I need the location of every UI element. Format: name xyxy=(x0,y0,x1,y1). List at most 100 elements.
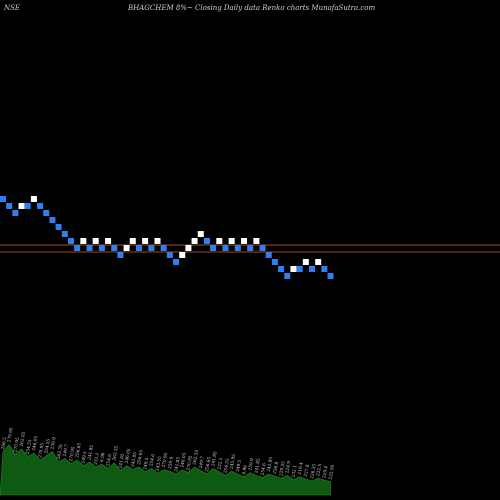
volume-label: 246.05 xyxy=(125,448,133,464)
renko-brick-down xyxy=(6,203,13,209)
volume-label: 256.65 xyxy=(137,449,145,465)
renko-brick-up xyxy=(253,238,260,244)
volume-label: 254.6 xyxy=(261,463,268,476)
volume-label: 246.05 xyxy=(32,435,40,451)
renko-brick-up xyxy=(216,238,223,244)
volume-label: 243.55 xyxy=(156,456,164,472)
volume-label: 219.4 xyxy=(322,465,329,478)
volume-label: 279.95 xyxy=(7,427,15,443)
renko-brick-down xyxy=(278,266,285,272)
volume-label: 241.85 xyxy=(254,458,262,474)
volume-area xyxy=(0,444,331,496)
volume-label: 270.95 xyxy=(162,452,170,468)
volume-label: 254.6 xyxy=(106,454,113,467)
volume-labels: 266.5279.95270.95262.05254.55246.05270.9… xyxy=(1,427,336,480)
renko-brick-down xyxy=(222,245,229,251)
renko-brick-up xyxy=(290,266,297,272)
exchange-label: NSE xyxy=(3,4,20,12)
renko-brick-up xyxy=(105,238,112,244)
volume-label: 241.85 xyxy=(174,456,182,472)
renko-brick-down xyxy=(0,196,6,202)
volume-label: 259.9 xyxy=(50,437,57,450)
volume-label: 262.35 xyxy=(193,449,201,465)
volume-label: 236.8 xyxy=(273,461,280,474)
renko-brick-down xyxy=(74,245,81,251)
renko-brick-down xyxy=(203,238,210,244)
volume-label: 262.35 xyxy=(57,444,65,460)
renko-brick-up xyxy=(191,238,198,244)
renko-brick-down xyxy=(67,238,74,244)
chart-title: BHAGCHEM 8%~ Closing Daily data Renko ch… xyxy=(127,4,376,12)
renko-brick-down xyxy=(271,259,278,265)
volume-label: 245.95 xyxy=(230,454,238,470)
volume-label: 241.85 xyxy=(211,451,219,467)
volume-label: 249.7 xyxy=(199,456,206,469)
volume-label: 256.65 xyxy=(205,456,213,472)
renko-brick-down xyxy=(265,252,272,258)
renko-brick-up xyxy=(197,231,204,237)
volume-label: 249.5 xyxy=(236,459,243,472)
renko-brick-up xyxy=(80,238,87,244)
renko-brick-down xyxy=(86,245,93,251)
volume-label: 226.35 xyxy=(310,463,318,479)
renko-brick-down xyxy=(135,245,142,251)
volume-label: 254.55 xyxy=(44,438,52,454)
volume-label: 6.96 xyxy=(242,465,249,476)
volume-label: 232.1 xyxy=(217,457,224,470)
volume-label: 219.4 xyxy=(298,462,305,475)
renko-brick-up xyxy=(154,238,161,244)
renko-brick-up xyxy=(241,238,248,244)
renko-brick-up xyxy=(185,245,192,251)
volume-label: 6.96 xyxy=(100,452,107,463)
renko-brick-down xyxy=(284,273,291,279)
renko-brick-down xyxy=(173,259,180,265)
volume-label: 259.9 xyxy=(248,458,255,471)
renko-brick-down xyxy=(160,245,167,251)
renko-brick-up xyxy=(228,238,235,244)
volume-label: 262.05 xyxy=(20,431,28,447)
renko-brick-down xyxy=(247,245,254,251)
renko-bricks xyxy=(0,196,334,279)
renko-brick-down xyxy=(12,210,19,216)
volume-label: 229.55 xyxy=(279,461,287,477)
renko-brick-up xyxy=(123,245,130,251)
renko-brick-down xyxy=(61,231,68,237)
renko-brick-down xyxy=(49,217,56,223)
volume-label: 232.1 xyxy=(94,452,101,465)
volume-label: 270.95 xyxy=(13,437,21,453)
renko-brick-up xyxy=(18,203,25,209)
renko-brick-up xyxy=(179,252,186,258)
renko-brick-up xyxy=(142,238,149,244)
renko-brick-down xyxy=(43,210,50,216)
volume-label: 266.5 xyxy=(1,437,8,450)
renko-brick-down xyxy=(98,245,105,251)
volume-label: 249.5 xyxy=(81,451,88,464)
volume-label: 259.9 xyxy=(168,456,175,469)
volume-label: 254.55 xyxy=(26,439,34,455)
renko-brick-down xyxy=(55,224,62,230)
renko-brick-down xyxy=(24,203,31,209)
volume-label: 246.05 xyxy=(180,452,188,468)
volume-label: 224.9 xyxy=(285,461,292,474)
renko-brick-down xyxy=(259,245,266,251)
renko-brick-down xyxy=(111,245,118,251)
renko-brick-up xyxy=(302,259,309,265)
volume-label: 254.6 xyxy=(149,454,156,467)
volume-label: 256.65 xyxy=(75,442,83,458)
volume-label: 270.95 xyxy=(38,442,46,458)
volume-label: 249.7 xyxy=(63,444,70,457)
volume-label: 225.95 xyxy=(329,464,337,480)
volume-label: 242.85 xyxy=(267,456,275,472)
renko-brick-up xyxy=(315,259,322,265)
renko-brick-up xyxy=(92,238,99,244)
volume-label: 222.5 xyxy=(316,463,323,476)
renko-brick-down xyxy=(296,266,303,272)
renko-brick-up xyxy=(30,196,37,202)
renko-brick-down xyxy=(117,252,124,258)
renko-brick-down xyxy=(234,245,241,251)
volume-label: 249.5 xyxy=(143,457,150,470)
renko-brick-up xyxy=(129,238,136,244)
volume-label: 270.95 xyxy=(69,446,77,462)
renko-brick-down xyxy=(166,252,173,258)
